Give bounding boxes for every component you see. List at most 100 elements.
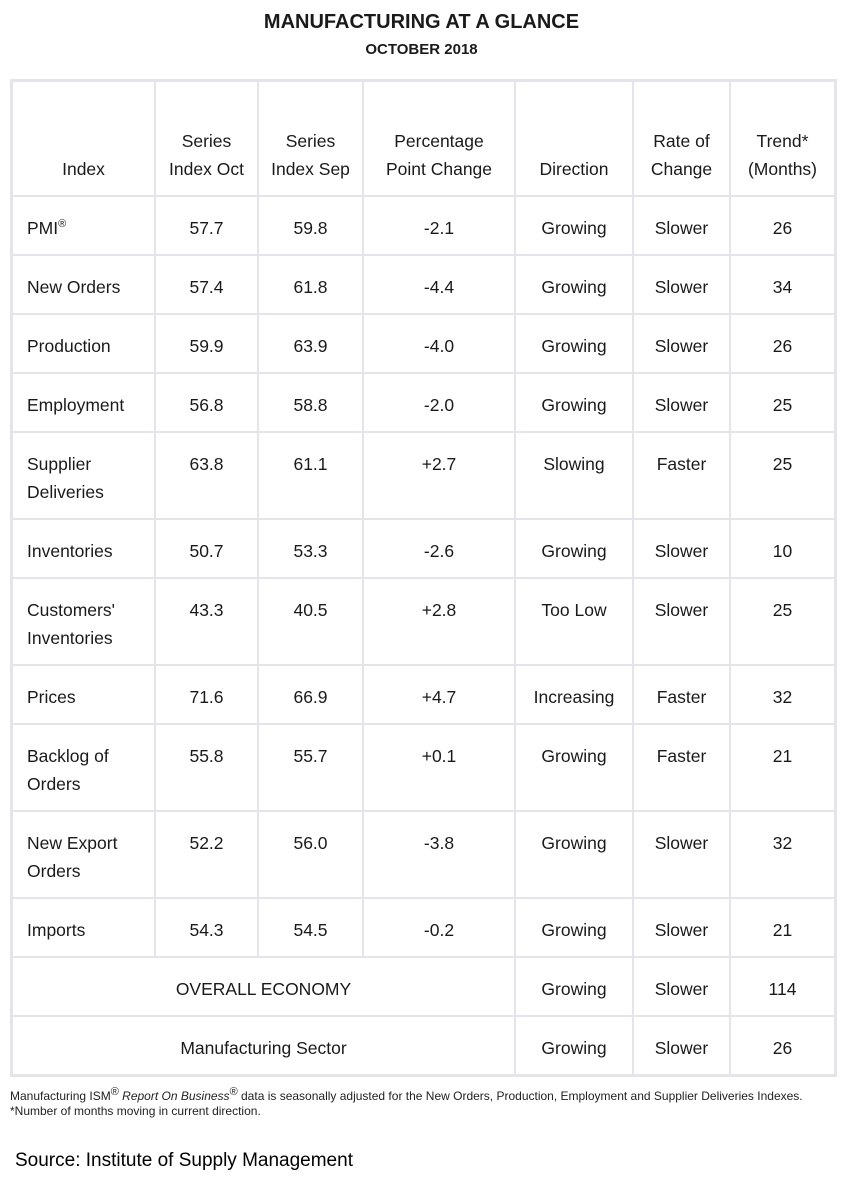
rate-value: Slower bbox=[632, 577, 731, 666]
change-value: -4.4 bbox=[362, 254, 516, 315]
footnote-asterisk: *Number of months moving in current dire… bbox=[10, 1104, 261, 1118]
index-label: Customers' Inventories bbox=[27, 600, 115, 648]
sep-value: 61.8 bbox=[257, 254, 364, 315]
trend-value: 26 bbox=[729, 1015, 837, 1077]
trend-value: 114 bbox=[729, 956, 837, 1017]
index-label: Imports bbox=[27, 920, 86, 940]
header-row: Index Series Index Oct Series Index Sep Per… bbox=[10, 79, 837, 197]
trend-value: 21 bbox=[729, 723, 837, 812]
index-name: Customers' Inventories bbox=[10, 577, 156, 666]
table-row: Prices 71.6 66.9 +4.7 Increasing Faster 32 bbox=[10, 664, 837, 725]
trend-value: 34 bbox=[729, 254, 837, 315]
index-label: PMI bbox=[27, 218, 59, 238]
direction-value: Growing bbox=[514, 518, 634, 579]
index-name: Prices bbox=[10, 664, 156, 725]
oct-value: 52.2 bbox=[154, 810, 259, 899]
trend-value: 21 bbox=[729, 897, 837, 958]
table-row: PMI® 57.7 59.8 -2.1 Growing Slower 26 bbox=[10, 195, 837, 256]
footnote-text: Manufacturing ISM bbox=[10, 1089, 111, 1103]
change-value: +0.1 bbox=[362, 723, 516, 812]
footnote-italic: Report On Business bbox=[122, 1089, 230, 1103]
index-label: Prices bbox=[27, 687, 76, 707]
index-name: New Orders bbox=[10, 254, 156, 315]
change-value: -2.1 bbox=[362, 195, 516, 256]
direction-value: Growing bbox=[514, 195, 634, 256]
change-value: +2.8 bbox=[362, 577, 516, 666]
index-name: Inventories bbox=[10, 518, 156, 579]
table-row: Customers' Inventories 43.3 40.5 +2.8 Too Lo… bbox=[10, 577, 837, 666]
change-value: -3.8 bbox=[362, 810, 516, 899]
table-row: Production 59.9 63.9 -4.0 Growing Slower 26 bbox=[10, 313, 837, 374]
change-value: -0.2 bbox=[362, 897, 516, 958]
sep-value: 56.0 bbox=[257, 810, 364, 899]
trend-value: 25 bbox=[729, 431, 837, 520]
trend-value: 25 bbox=[729, 372, 837, 433]
manufacturing-table: Index Series Index Oct Series Index Sep Per… bbox=[10, 79, 837, 1077]
index-label: New Orders bbox=[27, 277, 121, 297]
table-row: Inventories 50.7 53.3 -2.6 Growing Slower 10 bbox=[10, 518, 837, 579]
change-value: +2.7 bbox=[362, 431, 516, 520]
change-value: -4.0 bbox=[362, 313, 516, 374]
source-text: Source: Institute of Supply Management bbox=[15, 1150, 353, 1171]
sep-value: 61.1 bbox=[257, 431, 364, 520]
sep-value: 40.5 bbox=[257, 577, 364, 666]
index-label: Employment bbox=[27, 395, 125, 415]
direction-value: Growing bbox=[514, 372, 634, 433]
summary-label: Manufacturing Sector bbox=[10, 1015, 516, 1077]
index-name: PMI® bbox=[10, 195, 156, 256]
sep-value: 63.9 bbox=[257, 313, 364, 374]
index-name: New Export Orders bbox=[10, 810, 156, 899]
index-name: Production bbox=[10, 313, 156, 374]
direction-value: Growing bbox=[514, 897, 634, 958]
column-header: Series Index Oct bbox=[154, 79, 259, 197]
trend-value: 32 bbox=[729, 810, 837, 899]
index-name: Backlog of Orders bbox=[10, 723, 156, 812]
index-label: Inventories bbox=[27, 541, 113, 561]
index-label: Supplier Deliveries bbox=[27, 454, 104, 502]
trend-value: 10 bbox=[729, 518, 837, 579]
index-name: Employment bbox=[10, 372, 156, 433]
column-header: Series Index Sep bbox=[257, 79, 364, 197]
oct-value: 43.3 bbox=[154, 577, 259, 666]
rate-value: Faster bbox=[632, 664, 731, 725]
page-title: MANUFACTURING AT A GLANCE bbox=[263, 11, 580, 33]
summary-label: OVERALL ECONOMY bbox=[10, 956, 516, 1017]
registered-mark: ® bbox=[58, 218, 67, 231]
direction-value: Growing bbox=[514, 810, 634, 899]
sep-value: 55.7 bbox=[257, 723, 364, 812]
column-header: Rate of Change bbox=[632, 79, 731, 197]
oct-value: 59.9 bbox=[154, 313, 259, 374]
trend-value: 26 bbox=[729, 195, 837, 256]
summary-row: OVERALL ECONOMY Growing Slower 114 bbox=[10, 956, 837, 1017]
page-subtitle: OCTOBER 2018 bbox=[365, 41, 478, 58]
table-row: Backlog of Orders 55.8 55.7 +0.1 Growing Fast… bbox=[10, 723, 837, 812]
summary-row: Manufacturing Sector Growing Slower 26 bbox=[10, 1015, 837, 1077]
sep-value: 66.9 bbox=[257, 664, 364, 725]
sep-value: 54.5 bbox=[257, 897, 364, 958]
rate-value: Slower bbox=[632, 518, 731, 579]
index-label: Production bbox=[27, 336, 111, 356]
change-value: -2.0 bbox=[362, 372, 516, 433]
oct-value: 71.6 bbox=[154, 664, 259, 725]
oct-value: 54.3 bbox=[154, 897, 259, 958]
change-value: +4.7 bbox=[362, 664, 516, 725]
table-row: Supplier Deliveries 63.8 61.1 +2.7 Slowing Fa… bbox=[10, 431, 837, 520]
table-row: Employment 56.8 58.8 -2.0 Growing Slower 25 bbox=[10, 372, 837, 433]
direction-value: Slowing bbox=[514, 431, 634, 520]
column-header: Direction bbox=[514, 79, 634, 197]
sep-value: 58.8 bbox=[257, 372, 364, 433]
index-name: Imports bbox=[10, 897, 156, 958]
column-header: Percentage Point Change bbox=[362, 79, 516, 197]
rate-value: Slower bbox=[632, 195, 731, 256]
trend-value: 26 bbox=[729, 313, 837, 374]
rate-value: Faster bbox=[632, 431, 731, 520]
trend-value: 25 bbox=[729, 577, 837, 666]
oct-value: 50.7 bbox=[154, 518, 259, 579]
oct-value: 56.8 bbox=[154, 372, 259, 433]
column-header: Index bbox=[10, 79, 156, 197]
oct-value: 57.4 bbox=[154, 254, 259, 315]
change-value: -2.6 bbox=[362, 518, 516, 579]
direction-value: Too Low bbox=[514, 577, 634, 666]
oct-value: 57.7 bbox=[154, 195, 259, 256]
oct-value: 55.8 bbox=[154, 723, 259, 812]
